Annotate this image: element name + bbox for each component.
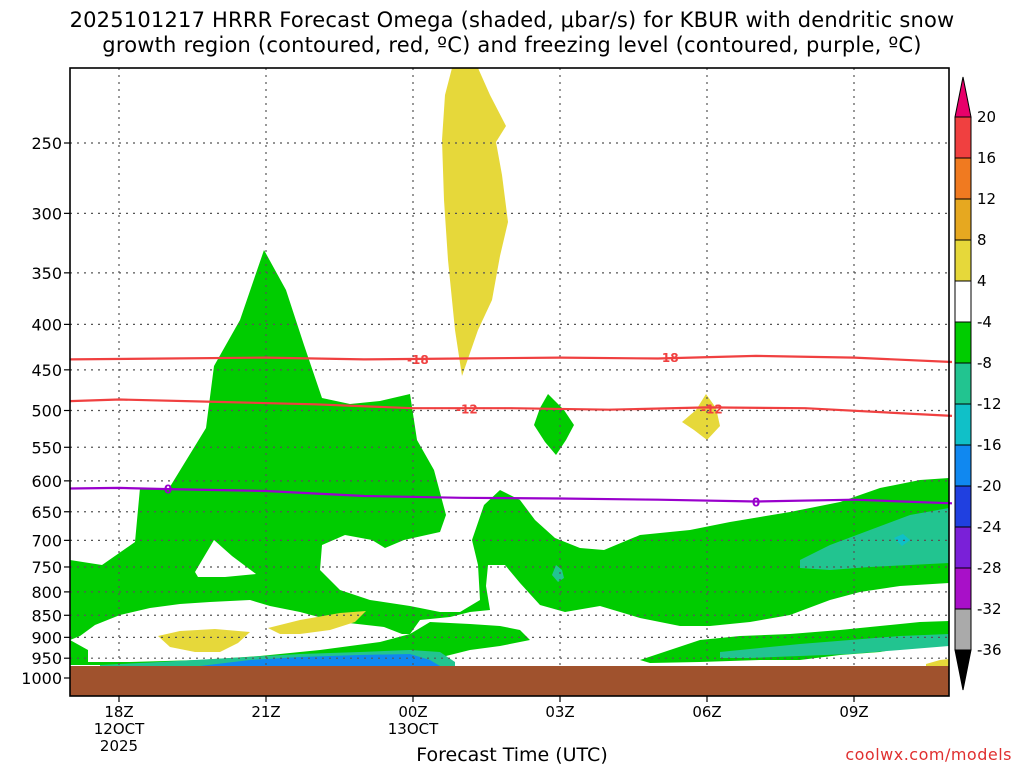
y-tick-label: 500 [31, 402, 62, 421]
chart-title: 2025101217 HRRR Forecast Omega (shaded, … [0, 8, 1024, 58]
omega-region-yellow-low-1 [158, 629, 250, 652]
contour-line [69, 354, 953, 364]
x-tick-label: 00Z [398, 703, 427, 721]
omega-region-yellow-low-2 [268, 611, 366, 634]
colorbar-label: -28 [977, 559, 1002, 577]
omega-region-white-hole [195, 540, 256, 577]
colorbar-swatch [954, 198, 972, 241]
colorbar-label: -16 [977, 436, 1002, 454]
x-axis-label: Forecast Time (UTC) [416, 744, 608, 766]
contour-label: -12 [456, 402, 478, 416]
colorbar-label: -20 [977, 477, 1002, 495]
colorbar-swatch [954, 608, 972, 651]
colorbar-label: -4 [977, 313, 992, 331]
contour-label: -12 [701, 402, 723, 416]
colorbar-label: 4 [977, 272, 987, 290]
plot-frame [69, 67, 950, 697]
colorbar-label: 12 [977, 190, 996, 208]
y-tick-label: 550 [31, 438, 62, 457]
colorbar-label: -32 [977, 600, 1002, 618]
omega-region-teal-spot-03z [552, 565, 564, 582]
y-tick-label: 250 [31, 134, 62, 153]
colorbar-label: 8 [977, 231, 987, 249]
omega-region-yellow-upper [442, 68, 508, 376]
y-tick-label: 800 [31, 583, 62, 602]
colorbar-label: 20 [977, 108, 996, 126]
colorbar-extend-top [954, 76, 972, 118]
omega-region-green-lower-right [640, 621, 949, 663]
temperature-contours: -18 -18 -12 -12 0 0 [69, 351, 953, 510]
y-tick-label: 600 [31, 472, 62, 491]
credit-text: coolwx.com/models [845, 745, 1012, 764]
omega-region-teal-right [800, 508, 949, 570]
x-tick-label: 18Z [104, 703, 133, 721]
omega-region-blue-ground [200, 654, 440, 666]
colorbar-swatch [954, 280, 972, 323]
colorbar-label: -12 [977, 395, 1002, 413]
title-line-2: growth region (contoured, red, ºC) and f… [102, 33, 922, 57]
colorbar-swatch [954, 444, 972, 487]
x-tick-label: 03Z [545, 703, 574, 721]
colorbar-extend-bottom [954, 649, 972, 691]
omega-shading [70, 68, 949, 666]
contour-label: -18 [407, 353, 429, 367]
colorbar-swatch [954, 485, 972, 528]
colorbar-swatch [954, 157, 972, 200]
colorbar-label: -36 [977, 641, 1002, 659]
y-tick-label: 1000 [21, 669, 62, 688]
colorbar-label: -24 [977, 518, 1002, 536]
y-tick-label: 350 [31, 264, 62, 283]
ground-surface [70, 666, 949, 696]
colorbar: 20 16 12 8 4 -4 -8 -12 -16 -20 -24 -28 -32 -36 [954, 76, 1002, 691]
y-tick-label: 450 [31, 361, 62, 380]
colorbar-swatch [954, 403, 972, 446]
colorbar-swatch [954, 567, 972, 610]
colorbar-swatch [954, 116, 972, 159]
omega-region-yellow-corner [926, 659, 949, 666]
omega-region-green-main [70, 250, 949, 640]
colorbar-swatch [954, 362, 972, 405]
y-tick-label: 300 [31, 204, 62, 223]
contour-label: 0 [164, 483, 172, 497]
x-tick-label: 12OCT [94, 720, 145, 738]
x-tick-label: 21Z [251, 703, 280, 721]
y-tick-label: 700 [31, 531, 62, 550]
colorbar-swatch [954, 321, 972, 364]
x-tick-label: 09Z [839, 703, 868, 721]
x-tick-label: 06Z [692, 703, 721, 721]
title-line-1: 2025101217 HRRR Forecast Omega (shaded, … [69, 8, 955, 32]
y-tick-label: 650 [31, 503, 62, 522]
contour-label: 0 [752, 496, 760, 510]
contour-label: -18 [657, 351, 679, 365]
omega-region-cyan-spot [894, 534, 910, 546]
y-tick-label: 950 [31, 649, 62, 668]
y-axis: 250 300 350 400 450 500 550 600 650 700 750 800 850 9… [21, 134, 70, 688]
colorbar-label: -8 [977, 354, 992, 372]
colorbar-label: 16 [977, 149, 996, 167]
y-tick-label: 900 [31, 628, 62, 647]
omega-region-teal-lower-right [720, 634, 949, 658]
x-tick-label: 13OCT [388, 720, 439, 738]
y-tick-label: 850 [31, 606, 62, 625]
y-tick-label: 750 [31, 558, 62, 577]
omega-region-yellow-06z [682, 394, 720, 440]
colorbar-swatch [954, 239, 972, 282]
contour-line [69, 398, 953, 417]
x-tick-label: 2025 [100, 737, 138, 755]
colorbar-swatch [954, 526, 972, 569]
y-tick-label: 400 [31, 315, 62, 334]
contour-line [69, 486, 953, 505]
